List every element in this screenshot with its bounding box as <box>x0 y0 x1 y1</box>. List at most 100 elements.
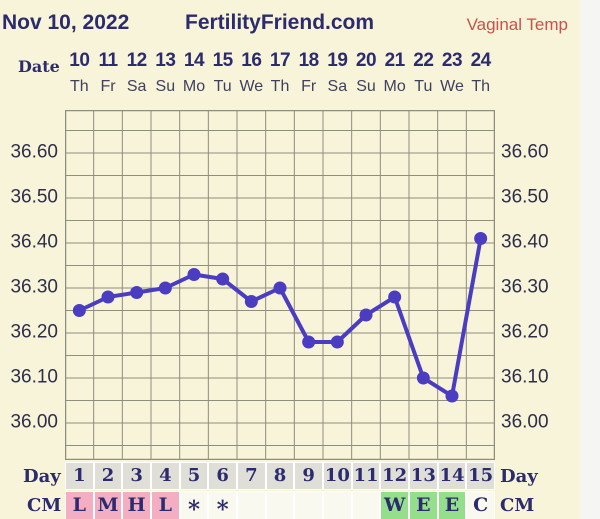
y-tick-label-right: 36.40 <box>501 231 549 253</box>
cm-cell[interactable]: E <box>409 491 438 519</box>
date-number[interactable]: 13 <box>155 50 176 71</box>
weekday-label: Mo <box>383 78 406 95</box>
data-point[interactable] <box>388 290 402 304</box>
weekday-label: Tu <box>213 78 232 95</box>
weekday-label: Th <box>270 78 290 95</box>
y-tick-label-right: 36.00 <box>501 411 549 433</box>
temperature-chart[interactable] <box>65 110 495 460</box>
data-point[interactable] <box>474 232 488 245</box>
day-cell[interactable]: 14 <box>437 462 467 490</box>
data-point[interactable] <box>359 308 373 322</box>
date-number[interactable]: 19 <box>327 50 348 71</box>
date-number[interactable]: 22 <box>413 50 434 71</box>
weekday-label: Sa <box>327 78 348 95</box>
weekday-label: We <box>440 78 464 95</box>
date-number[interactable]: 21 <box>384 50 406 71</box>
weekday-label: Mo <box>182 78 206 95</box>
date-row-label: Date <box>18 57 60 76</box>
day-cell[interactable]: 5 <box>179 462 209 490</box>
day-row-label-left: Day <box>23 466 61 487</box>
y-tick-label-right: 36.30 <box>501 276 549 298</box>
chart-border <box>65 110 495 460</box>
cm-cell[interactable]: * <box>179 491 209 519</box>
y-tick-label-right: 36.10 <box>501 366 549 388</box>
cm-row-label-right: CM <box>500 495 535 516</box>
data-point[interactable] <box>416 371 430 385</box>
cm-cell[interactable] <box>265 491 295 519</box>
date-number[interactable]: 14 <box>183 50 205 71</box>
data-point[interactable] <box>72 304 86 317</box>
y-tick-label-left: 36.00 <box>10 411 58 433</box>
day-cell[interactable]: 7 <box>237 462 266 490</box>
cm-cell[interactable]: H <box>122 491 151 519</box>
day-cell[interactable]: 9 <box>294 462 323 490</box>
date-number[interactable]: 15 <box>212 50 234 71</box>
cm-cell[interactable] <box>237 491 266 519</box>
weekday-label: Su <box>155 78 176 95</box>
cm-cell[interactable]: L <box>151 491 180 519</box>
y-tick-label-right: 36.50 <box>501 186 549 208</box>
day-row-label-right: Day <box>500 466 538 487</box>
y-tick-label-left: 36.30 <box>10 276 58 298</box>
cm-cell[interactable]: E <box>437 491 467 519</box>
date-number[interactable]: 23 <box>441 50 463 71</box>
day-cell[interactable]: 3 <box>122 462 151 490</box>
cm-cell[interactable]: W <box>380 491 409 519</box>
site-title: FertilityFriend.com <box>185 11 375 34</box>
y-tick-label-right: 36.60 <box>501 141 549 163</box>
date-number[interactable]: 24 <box>470 50 492 71</box>
weekday-label: Fr <box>301 78 317 95</box>
cm-cell[interactable]: L <box>65 491 94 519</box>
weekday-label: We <box>239 78 264 95</box>
data-point[interactable] <box>244 295 258 308</box>
cm-cell[interactable]: * <box>208 491 237 519</box>
date-number[interactable]: 12 <box>126 50 148 71</box>
weekday-label: Su <box>356 78 376 95</box>
data-point[interactable] <box>130 286 144 299</box>
day-cell[interactable]: 4 <box>151 462 180 490</box>
date-number[interactable]: 20 <box>355 50 377 71</box>
y-tick-label-left: 36.50 <box>10 186 58 208</box>
weekday-label: Tu <box>414 78 433 95</box>
day-cell[interactable]: 11 <box>351 462 381 490</box>
day-cell[interactable]: 8 <box>265 462 295 490</box>
day-cell[interactable]: 1 <box>65 462 94 490</box>
day-cell[interactable]: 2 <box>93 462 123 490</box>
date-number[interactable]: 11 <box>98 50 118 71</box>
weekday-label: Th <box>69 78 89 95</box>
y-tick-label-right: 36.20 <box>501 321 549 343</box>
day-cell[interactable]: 10 <box>323 462 352 490</box>
date-number[interactable]: 10 <box>69 50 90 71</box>
day-cell[interactable]: 13 <box>409 462 438 490</box>
cm-cell[interactable] <box>294 491 323 519</box>
date-number[interactable]: 16 <box>241 50 262 71</box>
cm-cell[interactable] <box>351 491 381 519</box>
cm-cell[interactable]: C <box>466 491 495 519</box>
date-number[interactable]: 18 <box>298 50 320 71</box>
day-cell[interactable]: 15 <box>466 462 495 490</box>
chart-date: Nov 10, 2022 <box>2 11 130 34</box>
data-point[interactable] <box>302 335 316 349</box>
cm-row-label-left: CM <box>27 495 62 516</box>
chart-type-label: Vaginal Temp <box>466 15 568 34</box>
weekday-label: Sa <box>126 78 147 95</box>
data-point[interactable] <box>187 268 201 281</box>
cm-cell[interactable]: M <box>93 491 123 519</box>
data-point[interactable] <box>101 290 115 304</box>
y-tick-label-left: 36.20 <box>10 321 58 343</box>
day-cell[interactable]: 6 <box>208 462 237 490</box>
weekday-label: Fr <box>100 78 116 95</box>
cm-cell[interactable] <box>323 491 352 519</box>
data-point[interactable] <box>445 389 459 403</box>
y-tick-label-left: 36.60 <box>10 141 58 163</box>
y-tick-label-left: 36.40 <box>10 231 58 253</box>
date-number[interactable]: 17 <box>269 50 291 71</box>
y-tick-label-left: 36.10 <box>10 366 58 388</box>
data-point[interactable] <box>158 281 172 295</box>
data-point[interactable] <box>216 272 230 286</box>
weekday-label: Th <box>471 78 490 95</box>
day-cell[interactable]: 12 <box>380 462 409 490</box>
data-point[interactable] <box>330 335 344 349</box>
data-point[interactable] <box>273 281 287 295</box>
